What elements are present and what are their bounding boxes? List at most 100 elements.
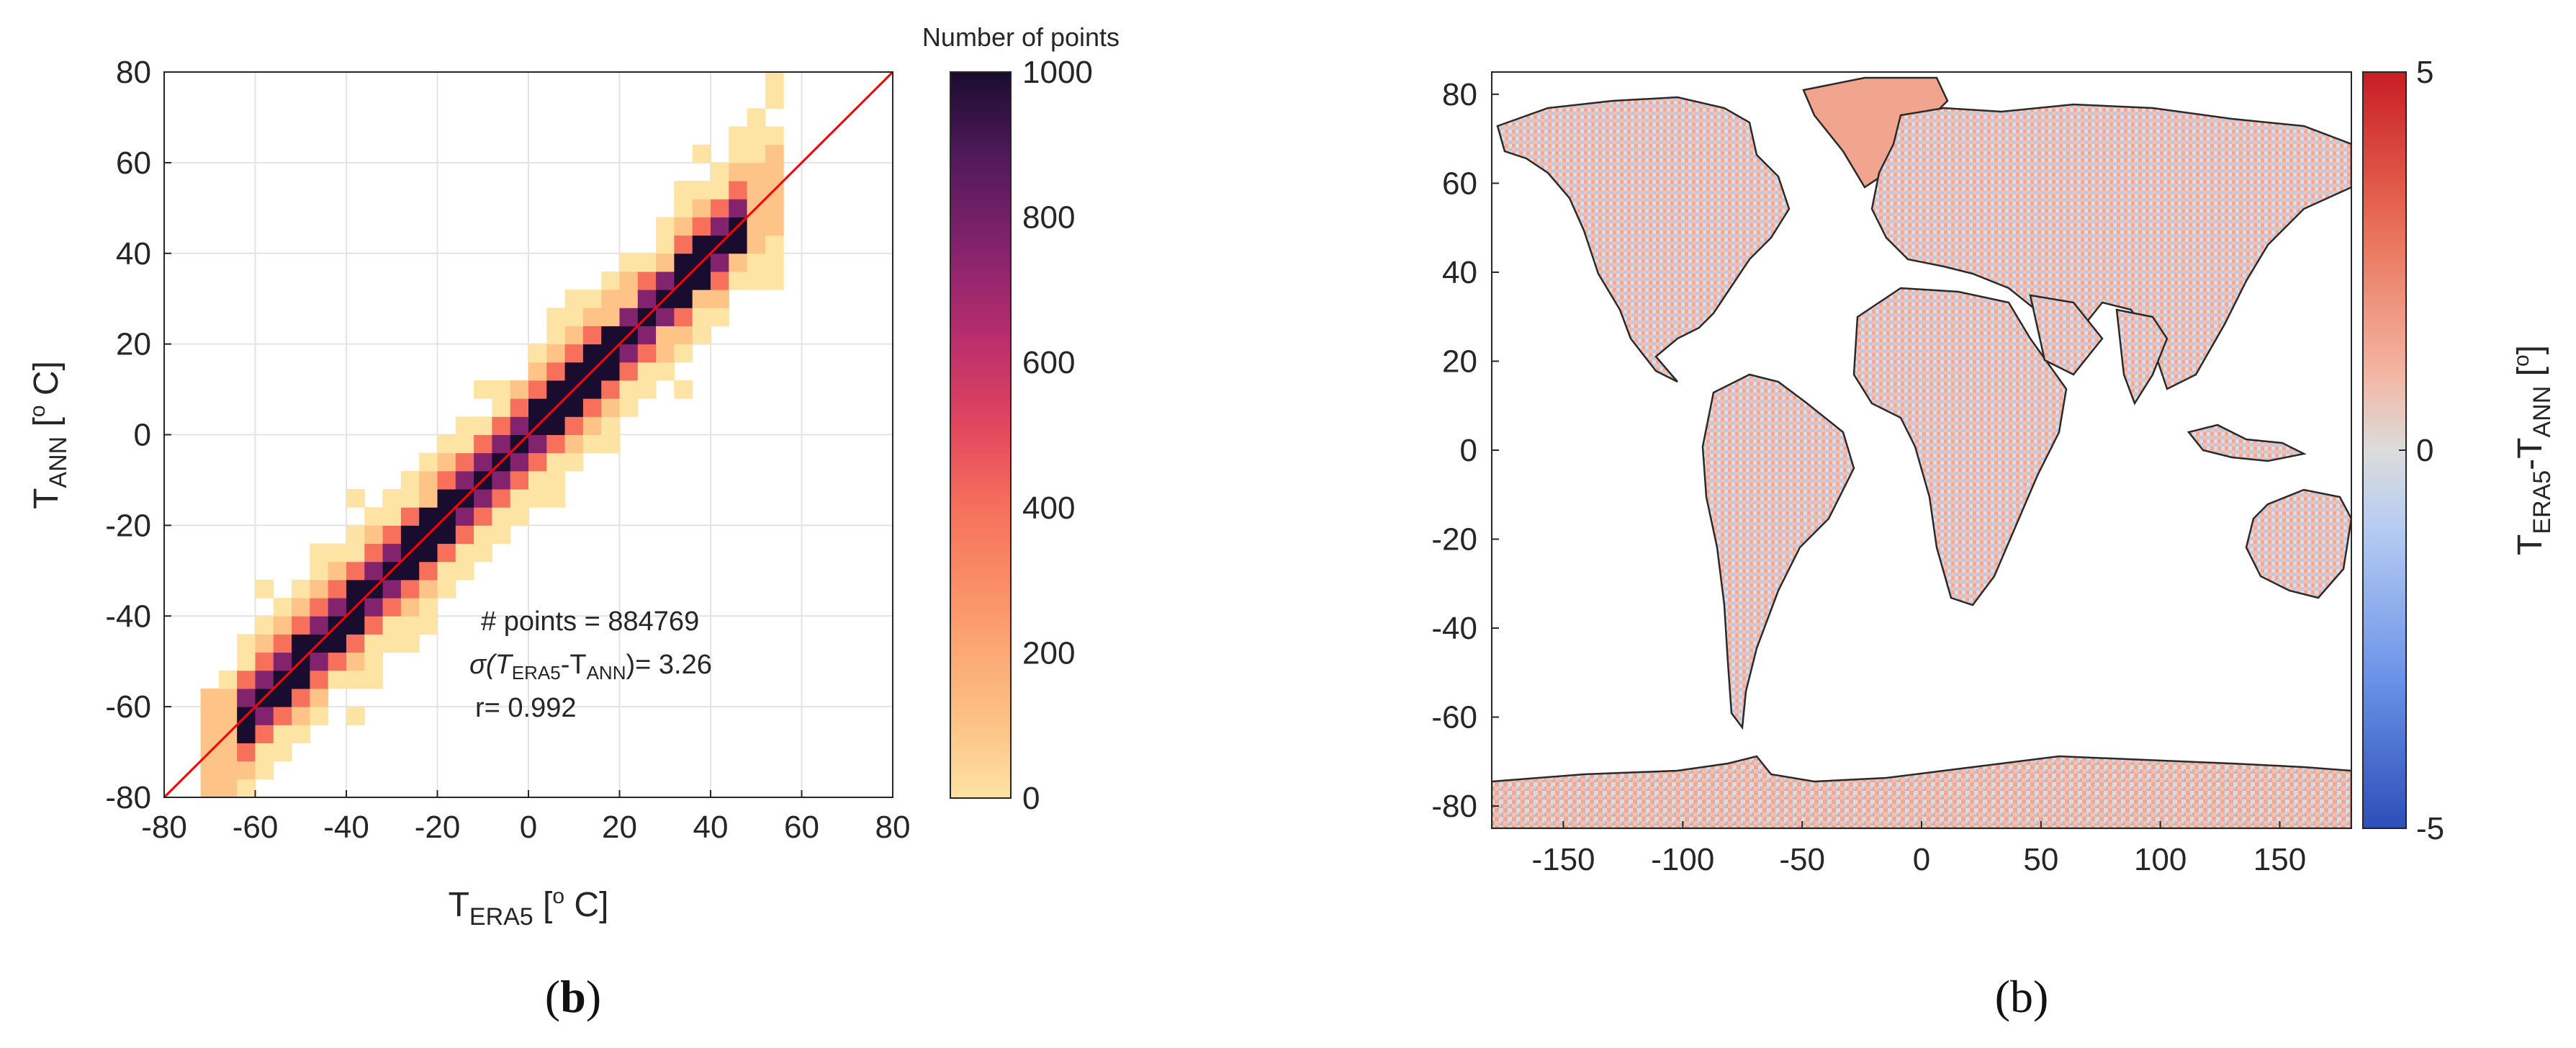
histogram-bin — [382, 616, 402, 635]
histogram-bin — [218, 779, 238, 797]
x-tick-label: 150 — [2253, 842, 2306, 877]
landmass-north-america — [1496, 96, 1791, 383]
annotation-r: r= 0.992 — [475, 693, 577, 723]
histogram-bin — [619, 290, 639, 308]
histogram-bin — [292, 579, 310, 599]
histogram-bin — [273, 743, 292, 762]
histogram-bin — [364, 634, 384, 653]
histogram-bin — [729, 199, 748, 218]
colorbar-b-label: TERA5-TANN [o] — [2510, 345, 2556, 555]
histogram-bin — [582, 326, 602, 345]
histogram-bin — [400, 525, 420, 545]
histogram-bin — [711, 271, 729, 290]
histogram-bin — [546, 362, 566, 381]
histogram-bin — [601, 398, 620, 417]
x-tick-label: 50 — [2023, 842, 2058, 877]
histogram-bin — [674, 326, 693, 345]
histogram-bin — [364, 525, 384, 545]
histogram-bin — [546, 326, 566, 345]
histogram-bin — [601, 362, 620, 381]
histogram-bin — [364, 652, 384, 671]
histogram-bin — [729, 181, 748, 200]
histogram-bin — [292, 616, 310, 635]
histogram-bin — [692, 217, 711, 236]
histogram-bin — [692, 144, 711, 164]
histogram-bin — [419, 489, 438, 508]
x-tick-label: 0 — [520, 810, 537, 845]
histogram-bin — [474, 380, 492, 399]
histogram-bin — [729, 126, 748, 145]
histogram-bin — [382, 507, 402, 526]
histogram-bin — [510, 380, 529, 399]
y-axis-title-a: TANN [o C] — [26, 361, 72, 509]
histogram-bin — [437, 579, 456, 599]
histogram-bin — [582, 434, 602, 454]
histogram-bin — [400, 470, 420, 490]
x-ticks-b: -150 -100 -50 0 50 100 150 — [1531, 821, 2306, 877]
colorbar-a — [950, 71, 1012, 799]
histogram-bin — [292, 688, 310, 707]
y-tick-label: -40 — [105, 599, 151, 634]
colorbar-a-tick-label: 800 — [1022, 200, 1075, 236]
histogram-bin — [382, 579, 402, 599]
histogram-bin — [601, 326, 620, 345]
histogram-bin — [546, 434, 566, 454]
histogram-bin — [255, 725, 274, 743]
histogram-bin — [310, 670, 329, 689]
histogram-bin — [582, 290, 602, 308]
histogram-bin — [674, 344, 693, 363]
histogram-bin — [382, 543, 402, 563]
histogram-bin — [455, 525, 474, 545]
y-tick-label: 60 — [1442, 166, 1477, 201]
histogram-bin — [601, 308, 620, 326]
histogram-bin — [255, 634, 274, 653]
y-tick-label: 20 — [1442, 344, 1477, 379]
histogram-bin — [510, 507, 529, 526]
histogram-bin — [564, 344, 584, 363]
histogram-bin — [346, 561, 365, 581]
colorbar-b-tick-label: 0 — [2416, 433, 2433, 468]
histogram-bin — [601, 271, 620, 290]
histogram-bin — [711, 217, 729, 236]
landmass-europe-asia — [1870, 103, 2351, 390]
y-tick-label: 0 — [134, 418, 151, 453]
histogram-bin — [637, 326, 657, 345]
histogram-bin — [601, 290, 620, 308]
histogram-bin — [492, 470, 511, 490]
map-panel: -150 -100 -50 0 50 100 150 806040200-20-40-60-… — [1431, 55, 2556, 1022]
colorbar-a-tick-label: 600 — [1022, 345, 1075, 380]
histogram-bin — [619, 253, 639, 272]
histogram-bin — [474, 525, 492, 545]
histogram-bin — [310, 688, 329, 707]
histogram-bin — [747, 181, 766, 200]
histogram-bin — [346, 670, 365, 689]
landmass-africa — [1852, 287, 2068, 606]
y-tick-label: 40 — [116, 236, 151, 272]
histogram-bin — [419, 579, 438, 599]
histogram-bin — [674, 290, 693, 308]
histogram-bin — [218, 761, 238, 780]
histogram-bin — [364, 543, 384, 563]
histogram-bin — [656, 308, 675, 326]
histogram-bin — [564, 308, 584, 326]
histogram-bin — [237, 688, 256, 707]
histogram-bin — [292, 598, 310, 617]
histogram-bin — [528, 489, 547, 508]
histogram-bin — [237, 743, 256, 762]
x-tick-label: -100 — [1651, 842, 1714, 877]
histogram-bin — [346, 634, 365, 653]
colorbar-a-ticks: 0 200 400 600 800 1000 — [1022, 55, 1093, 816]
histogram-bin — [510, 470, 529, 490]
histogram-bin — [237, 761, 256, 780]
histogram-bin — [273, 725, 292, 743]
histogram-bin — [200, 725, 220, 743]
histogram-bin — [419, 470, 438, 490]
histogram-bin — [582, 380, 602, 399]
histogram-bin — [419, 598, 438, 617]
histogram-bin — [582, 308, 602, 326]
colorbar-a-tick-label: 400 — [1022, 491, 1075, 526]
histogram-bin — [747, 108, 766, 127]
histogram-bin — [492, 380, 511, 399]
histogram-bin — [564, 416, 584, 435]
